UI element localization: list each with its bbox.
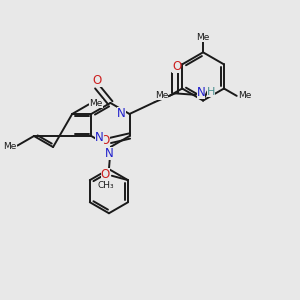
Text: H: H bbox=[207, 88, 215, 98]
Text: O: O bbox=[92, 74, 102, 87]
Text: Me: Me bbox=[196, 33, 210, 42]
Text: N: N bbox=[105, 147, 113, 160]
Text: Me: Me bbox=[4, 142, 17, 151]
Text: Me: Me bbox=[238, 92, 251, 100]
Text: N: N bbox=[117, 107, 126, 121]
Text: N: N bbox=[196, 86, 206, 99]
Text: Me: Me bbox=[155, 92, 169, 100]
Text: CH₃: CH₃ bbox=[97, 181, 114, 190]
Text: O: O bbox=[100, 134, 110, 147]
Text: O: O bbox=[172, 60, 181, 74]
Text: O: O bbox=[101, 168, 110, 181]
Text: Me: Me bbox=[89, 99, 103, 108]
Text: N: N bbox=[95, 131, 104, 144]
